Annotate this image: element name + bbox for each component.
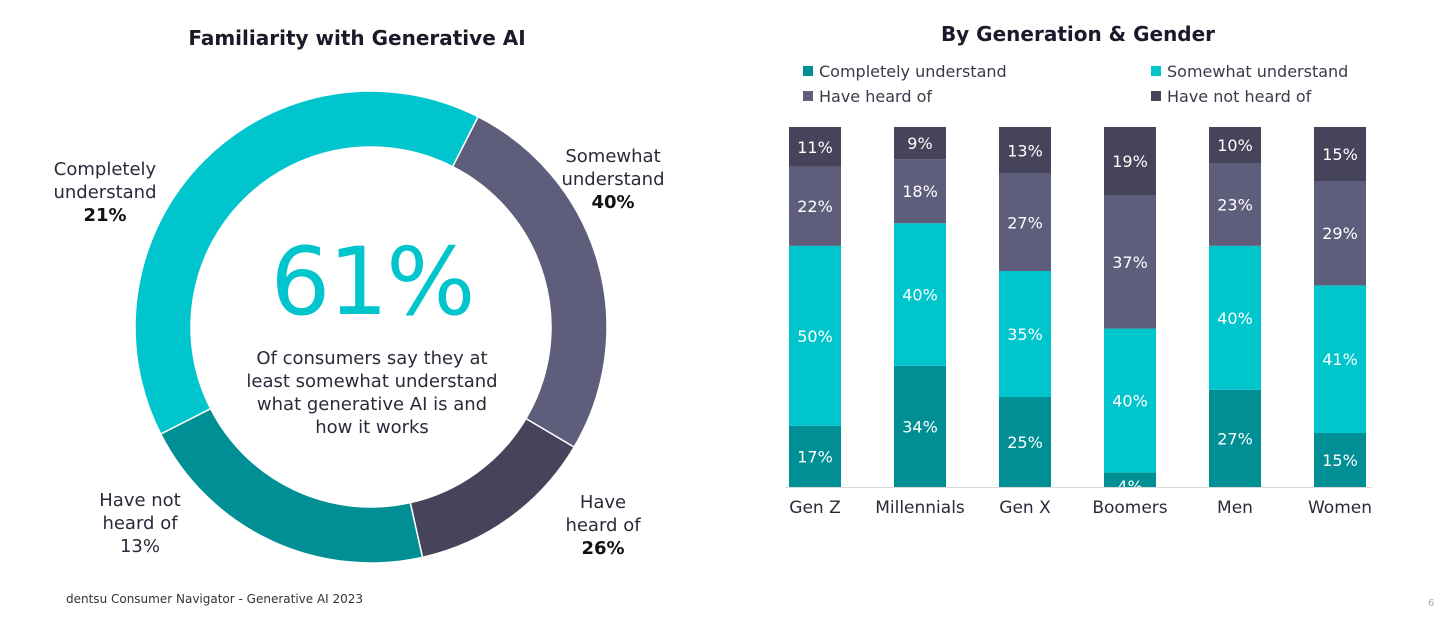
bar-value-label: 27%	[1007, 213, 1043, 232]
bar-segment-boomers-somewhat-understand	[1104, 328, 1156, 473]
x-axis-tick-label: Women	[1308, 498, 1372, 518]
donut-chart	[134, 90, 608, 564]
bar-value-label: 10%	[1217, 136, 1253, 155]
page-number: 6	[1428, 598, 1435, 609]
donut-label-pct: 21%	[83, 205, 127, 226]
bar-value-label: 34%	[902, 417, 938, 436]
bar-segment-millennials-completely-understand	[894, 365, 946, 487]
bar-value-label: 15%	[1322, 145, 1358, 164]
legend-item-have-not-heard-of: Have not heard of	[1151, 87, 1311, 106]
bar-segment-women-somewhat-understand	[1314, 285, 1366, 433]
bar-value-label: 13%	[1007, 141, 1043, 160]
bar-segment-women-have-not-heard-of	[1314, 127, 1366, 181]
bar-value-label: 41%	[1322, 350, 1358, 369]
bar-segment-women-completely-understand	[1314, 433, 1366, 487]
bar-segment-millennials-have-heard-of	[894, 159, 946, 224]
legend-swatch	[1151, 66, 1161, 76]
donut-chart-title: Familiarity with Generative AI	[188, 26, 526, 50]
bar-value-label: 40%	[1217, 309, 1253, 328]
legend-item-completely-understand: Completely understand	[803, 62, 1007, 81]
x-axis-tick-label: Men	[1217, 498, 1253, 518]
legend-swatch	[803, 91, 813, 101]
bar-value-label: 50%	[797, 327, 833, 346]
bar-value-label: 4%	[1117, 477, 1142, 496]
bar-segment-gen-x-completely-understand	[999, 397, 1051, 487]
bar-chart-legend: Completely understand Somewhat understan…	[803, 60, 1383, 110]
donut-label-name: Somewhat understand	[561, 146, 665, 190]
bar-value-label: 17%	[797, 447, 833, 466]
bar-value-label: 27%	[1217, 429, 1253, 448]
bar-segment-men-have-heard-of	[1209, 163, 1261, 246]
donut-segment-somewhat-understand	[134, 90, 480, 436]
legend-swatch	[1151, 91, 1161, 101]
bar-value-label: 37%	[1112, 253, 1148, 272]
bar-segment-men-somewhat-understand	[1209, 245, 1261, 390]
donut-label-name: Have not heard of	[99, 490, 181, 534]
headline-percentage: 61%	[270, 228, 476, 337]
bar-value-label: 9%	[907, 134, 932, 153]
bar-value-label: 11%	[797, 138, 833, 157]
donut-label-have-not-heard-of: Have not heard of 13%	[80, 489, 200, 558]
donut-label-pct: 13%	[119, 536, 160, 557]
bar-value-label: 25%	[1007, 433, 1043, 452]
bar-segment-boomers-completely-understand	[1104, 472, 1156, 487]
x-axis-tick-label: Gen X	[999, 498, 1051, 518]
legend-item-somewhat-understand: Somewhat understand	[1151, 62, 1348, 81]
bar-segment-gen-x-somewhat-understand	[999, 271, 1051, 397]
legend-label: Somewhat understand	[1167, 62, 1349, 81]
bar-value-label: 29%	[1322, 224, 1358, 243]
legend-label: Have heard of	[819, 87, 932, 106]
bar-segment-gen-z-somewhat-understand	[789, 245, 841, 426]
bar-segment-men-have-not-heard-of	[1209, 127, 1261, 163]
bar-segment-gen-x-have-heard-of	[999, 173, 1051, 271]
legend-item-have-heard-of: Have heard of	[803, 87, 932, 106]
bar-segment-boomers-have-not-heard-of	[1104, 127, 1156, 196]
legend-swatch	[803, 66, 813, 76]
bar-value-label: 19%	[1112, 152, 1148, 171]
donut-label-name: Completely understand	[53, 159, 157, 203]
bar-value-label: 40%	[902, 286, 938, 305]
legend-label: Have not heard of	[1167, 87, 1312, 106]
bar-segment-gen-z-have-heard-of	[789, 166, 841, 246]
donut-label-pct: 26%	[581, 538, 625, 559]
legend-label: Completely understand	[819, 62, 1007, 81]
x-axis-tick-label: Gen Z	[789, 498, 840, 518]
headline-description: Of consumers say they at least somewhat …	[246, 348, 498, 438]
donut-label-completely-understand: Completely understand 21%	[30, 158, 180, 227]
bar-value-label: 22%	[797, 197, 833, 216]
bar-segment-men-completely-understand	[1209, 389, 1261, 487]
donut-label-pct: 40%	[591, 192, 635, 213]
bar-segment-boomers-have-heard-of	[1104, 195, 1156, 329]
bar-value-label: 35%	[1007, 325, 1043, 344]
bar-segment-gen-z-have-not-heard-of	[789, 127, 841, 167]
bar-segment-millennials-somewhat-understand	[894, 223, 946, 366]
donut-segment-completely-understand	[159, 407, 424, 564]
x-axis-tick-label: Boomers	[1092, 498, 1167, 518]
bar-value-label: 23%	[1217, 195, 1253, 214]
bar-segment-women-have-heard-of	[1314, 181, 1366, 286]
x-axis-tick-label: Millennials	[875, 498, 965, 518]
donut-label-somewhat-understand: Somewhat understand 40%	[548, 145, 678, 214]
bar-segment-millennials-have-not-heard-of	[894, 127, 946, 160]
donut-label-have-heard-of: Have heard of 26%	[553, 491, 653, 560]
bar-value-label: 15%	[1322, 451, 1358, 470]
bar-segment-gen-x-have-not-heard-of	[999, 127, 1051, 174]
bar-segment-gen-z-completely-understand	[789, 425, 841, 487]
bar-chart-title: By Generation & Gender	[940, 22, 1216, 46]
bar-value-label: 18%	[902, 182, 938, 201]
bar-value-label: 40%	[1112, 392, 1148, 411]
donut-label-name: Have heard of	[565, 492, 641, 536]
source-footnote: dentsu Consumer Navigator - Generative A…	[66, 592, 364, 606]
